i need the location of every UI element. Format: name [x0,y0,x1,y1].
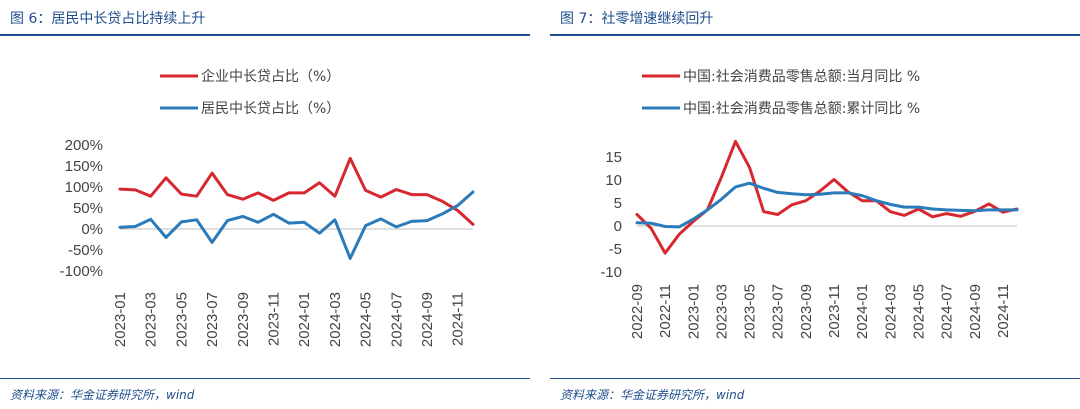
x-tick-label: 2023-07 [204,292,221,347]
y-tick-label: 0% [81,221,103,238]
source-divider [550,378,1080,379]
source-note: 资料来源：华金证券研究所，wind [10,388,195,402]
figure-6: 图 6：居民中长贷占比持续上升 200% 150% 100% 50% 0% -50% -10… [0,0,530,409]
legend-label: 中国:社会消费品零售总额:当月同比 % [683,69,920,85]
title-divider [550,34,1080,36]
x-tick-label: 2024-07 [939,284,956,339]
title-divider [0,34,530,36]
legend-label: 中国:社会消费品零售总额:累计同比 % [683,101,920,117]
x-tick-label: 2024-03 [327,292,344,347]
y-tick-label: 15 [605,149,622,166]
y-tick-label: -5 [609,241,622,258]
series-line [118,190,475,260]
x-tick-label: 2024-05 [910,284,927,339]
x-tick-label: 2023-05 [173,292,190,347]
x-tick-label: 2023-09 [798,284,815,339]
x-tick-label: 2023-03 [713,284,730,339]
x-tick-label: 2023-01 [112,292,129,347]
y-tick-label: -10 [600,264,622,281]
source-divider [0,378,530,379]
y-tick-label: 100% [65,179,103,196]
source-note: 资料来源：华金证券研究所，wind [560,388,745,402]
x-tick-label: 2023-07 [770,284,787,339]
x-tick-label: 2023-05 [742,284,759,339]
series-line [118,156,475,226]
x-tick-label: 2024-09 [967,284,984,339]
x-tick-label: 2024-05 [358,292,375,347]
y-tick-label: 200% [65,137,103,154]
x-tick-label: 2023-11 [265,292,282,346]
x-tick-label: 2023-11 [826,284,843,338]
x-tick-label: 2024-01 [854,284,871,339]
y-tick-label: 10 [605,172,622,189]
figure-title: 图 6：居民中长贷占比持续上升 [10,11,206,27]
figure-title: 图 7：社零增速继续回升 [560,11,714,27]
y-tick-label: 5 [614,195,622,212]
x-tick-label: 2024-03 [882,284,899,339]
y-tick-label: 0 [614,218,622,235]
x-tick-label: 2022-11 [657,284,674,338]
chart-retail-sales: 15 10 5 0 -5 -10 2022-09 2022-11 2023-01 2023-03 2… [600,69,1019,339]
y-tick-label: 150% [65,158,103,175]
x-tick-label: 2024-01 [296,292,313,347]
x-tick-label: 2022-09 [629,284,646,339]
x-tick-label: 2023-01 [685,284,702,339]
chart-loan-share: 200% 150% 100% 50% 0% -50% -100% 2023-01 2023-03… [60,68,475,347]
x-tick-label: 2024-09 [419,292,436,347]
figure-7: 图 7：社零增速继续回升 15 10 5 0 -5 -10 2022-09 2022-11 20… [550,0,1080,409]
x-tick-label: 2023-09 [235,292,252,347]
legend-label: 企业中长贷占比（%） [201,68,340,85]
y-tick-label: -50% [68,242,103,259]
series-line [635,181,1019,229]
y-tick-label: 50% [73,200,103,217]
y-tick-label: -100% [60,263,103,280]
series-line [635,139,1019,255]
x-tick-label: 2024-07 [388,292,405,347]
x-tick-label: 2023-03 [143,292,160,347]
x-tick-label: 2024-11 [450,292,467,346]
legend-label: 居民中长贷占比（%） [201,101,340,117]
x-tick-label: 2024-11 [995,284,1012,338]
